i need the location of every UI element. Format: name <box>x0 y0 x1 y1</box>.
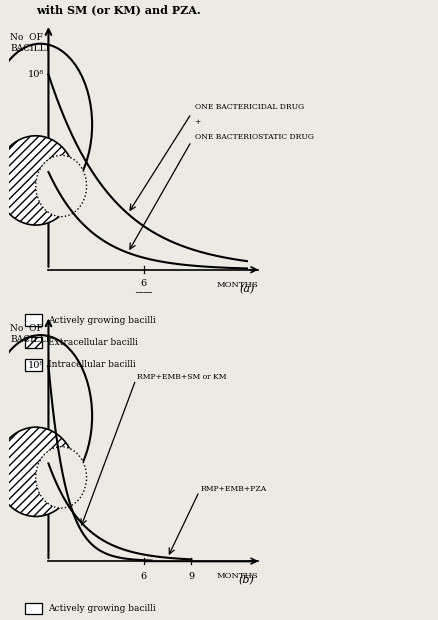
Text: (a): (a) <box>240 284 255 294</box>
Text: Intracellular bacilli: Intracellular bacilli <box>48 360 135 370</box>
Bar <box>25 359 42 371</box>
Bar <box>25 337 42 348</box>
Text: ONE BACTERICIDAL DRUG: ONE BACTERICIDAL DRUG <box>194 103 304 110</box>
Text: RMP+EMB+PZA: RMP+EMB+PZA <box>201 485 267 492</box>
Text: +: + <box>194 118 201 126</box>
Text: No  OF
BACILLI: No OF BACILLI <box>11 33 49 53</box>
Text: ONE BACTERIOSTATIC DRUG: ONE BACTERIOSTATIC DRUG <box>194 133 314 141</box>
Text: Extracellular bacilli: Extracellular bacilli <box>48 338 138 347</box>
Text: 6: 6 <box>141 572 147 582</box>
Text: 10⁵: 10⁵ <box>28 459 44 468</box>
Ellipse shape <box>36 155 87 217</box>
Ellipse shape <box>0 427 75 516</box>
Text: Actively growing bacilli: Actively growing bacilli <box>48 604 155 613</box>
Text: 10⁸: 10⁸ <box>28 361 44 370</box>
Text: No  OF
BACILLI: No OF BACILLI <box>11 324 49 344</box>
Text: Actively growing bacilli: Actively growing bacilli <box>48 316 155 325</box>
Text: ────: ──── <box>135 289 152 297</box>
Text: MONTHS: MONTHS <box>216 572 258 580</box>
Text: RMP+EMB+SM or KM: RMP+EMB+SM or KM <box>138 373 227 381</box>
Text: 10⁸: 10⁸ <box>28 70 44 79</box>
Text: with SM (or KM) and PZA.: with SM (or KM) and PZA. <box>36 4 201 16</box>
Bar <box>25 314 42 326</box>
Bar <box>25 603 42 614</box>
Text: (b): (b) <box>239 575 255 585</box>
Text: MONTHS: MONTHS <box>216 281 258 289</box>
Text: 10⁵: 10⁵ <box>28 167 44 177</box>
Ellipse shape <box>36 446 87 508</box>
Text: 6: 6 <box>141 280 147 288</box>
Ellipse shape <box>0 136 75 225</box>
Text: 9: 9 <box>188 572 194 582</box>
